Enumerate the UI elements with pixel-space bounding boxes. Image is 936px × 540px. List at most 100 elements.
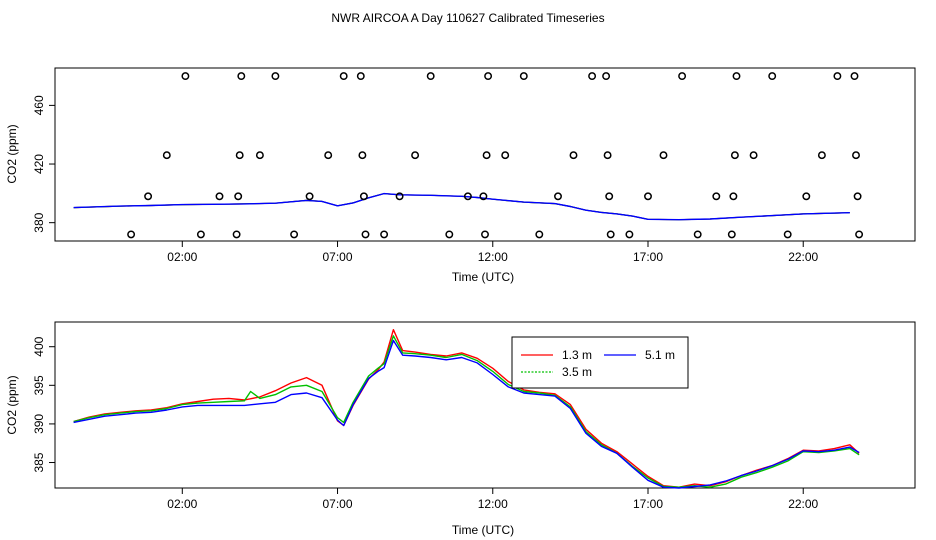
calibration-point	[659, 151, 668, 160]
calibration-point	[693, 230, 702, 239]
x-tick-label: 22:00	[788, 497, 818, 511]
x-tick-label: 02:00	[167, 497, 197, 511]
calibration-point	[324, 151, 333, 160]
calibration-point	[290, 230, 299, 239]
calibration-point	[463, 192, 472, 201]
x-axis-label: Time (UTC)	[452, 270, 514, 284]
calibration-point	[255, 151, 264, 160]
calibration-point	[817, 151, 826, 160]
x-tick-label: 12:00	[478, 250, 508, 264]
series-line-1-3m	[73, 329, 860, 488]
calibration-point	[732, 72, 741, 81]
x-tick-label: 07:00	[323, 250, 353, 264]
calibration-point	[712, 192, 721, 201]
calibration-point	[833, 72, 842, 81]
calibration-point	[237, 72, 246, 81]
calibration-point	[358, 151, 367, 160]
y-tick-label: 380	[32, 212, 46, 232]
legend-label-1-3m: 1.3 m	[562, 348, 592, 362]
calibration-point	[356, 72, 365, 81]
calibration-point	[605, 192, 614, 201]
x-tick-label: 17:00	[633, 250, 663, 264]
calibration-point	[603, 151, 612, 160]
calibration-point	[606, 230, 615, 239]
calibration-point	[305, 192, 314, 201]
y-axis-label: CO2 (ppm)	[5, 124, 19, 183]
y-axis-label: CO2 (ppm)	[5, 375, 19, 434]
calibration-point	[144, 192, 153, 201]
height-panel: 02:00 07:00 12:00 17:00 22:00 385 390 395 400 T…	[5, 321, 916, 537]
x-tick-label: 22:00	[788, 250, 818, 264]
calibration-point	[127, 230, 136, 239]
calibration-point	[395, 192, 404, 201]
plot-marks	[73, 329, 860, 489]
calibration-point	[359, 192, 368, 201]
calibration-point	[855, 230, 864, 239]
y-tick-label: 385	[32, 452, 46, 472]
calibration-point	[235, 151, 244, 160]
y-tick-label: 390	[32, 414, 46, 434]
calibration-point	[196, 230, 205, 239]
x-axis-label: Time (UTC)	[452, 523, 514, 537]
calibration-point	[162, 151, 171, 160]
legend-label-5-1m: 5.1 m	[645, 348, 675, 362]
calibration-point	[768, 72, 777, 81]
calibration-point	[535, 230, 544, 239]
legend: 1.3 m 5.1 m 3.5 m	[511, 336, 689, 389]
calibration-point	[644, 192, 652, 201]
calibration-point	[678, 72, 687, 81]
x-axis: 02:00 07:00 12:00 17:00 22:00	[167, 488, 819, 511]
calibration-point	[426, 72, 435, 81]
calibration-point	[519, 72, 528, 81]
calibration-point	[482, 151, 491, 160]
calibration-point	[569, 151, 578, 160]
x-axis: 02:00 07:00 12:00 17:00 22:00	[167, 241, 819, 264]
y-tick-label: 460	[32, 95, 46, 115]
calibration-point	[271, 72, 280, 81]
calibration-point	[554, 192, 562, 201]
calibration-point	[602, 72, 611, 81]
calibration-point	[361, 230, 370, 239]
series-line-5-1m	[73, 339, 860, 489]
calibration-point	[380, 230, 389, 239]
x-tick-label: 12:00	[478, 497, 508, 511]
legend-label-3-5m: 3.5 m	[562, 365, 592, 379]
legend-box	[511, 336, 689, 389]
calibration-point	[749, 151, 758, 160]
calibration-panel: 02:00 07:00 12:00 17:00 22:00 380 420 460 Time…	[5, 67, 916, 284]
calibration-point	[850, 72, 859, 81]
calibration-point	[484, 72, 493, 81]
calibration-point	[730, 151, 739, 160]
calibration-point	[729, 192, 738, 201]
calibration-point	[852, 151, 860, 160]
calibration-point	[727, 230, 736, 239]
calibration-point	[501, 151, 510, 160]
series-line-3-5m	[73, 193, 850, 221]
calibration-point	[411, 151, 420, 160]
calibration-point	[588, 72, 597, 81]
calibration-point	[215, 192, 224, 201]
calibration-point	[783, 230, 792, 239]
y-axis: 385 390 395 400	[32, 336, 55, 473]
plot-frame	[54, 67, 916, 242]
calibration-point	[234, 192, 243, 201]
x-tick-label: 07:00	[323, 497, 353, 511]
y-axis: 380 420 460	[32, 95, 55, 233]
series-line-1-3m	[73, 193, 850, 221]
y-tick-label: 395	[32, 375, 46, 395]
calibration-point	[625, 230, 634, 239]
x-tick-label: 17:00	[633, 497, 663, 511]
series-line-5-1m	[73, 192, 850, 221]
calibration-point	[339, 72, 348, 81]
plot-marks	[73, 72, 864, 239]
y-tick-label: 420	[32, 154, 46, 174]
figure-title: NWR AIRCOA A Day 110627 Calibrated Times…	[331, 11, 604, 25]
calibration-point	[479, 192, 488, 201]
calibration-point	[232, 230, 241, 239]
series-line-3-5m	[73, 335, 860, 488]
calibration-point	[181, 72, 190, 81]
calibration-point	[853, 192, 862, 201]
y-tick-label: 400	[32, 336, 46, 356]
calibration-point	[802, 192, 811, 201]
